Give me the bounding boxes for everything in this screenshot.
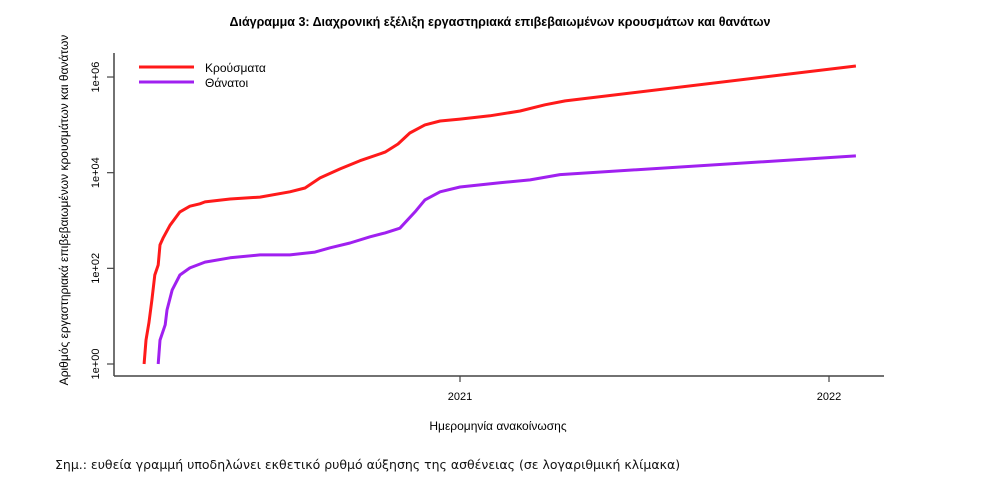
chart-title: Διάγραμμα 3: Διαχρονική εξέλιξη εργαστηρ…: [229, 15, 770, 29]
series-line-cases: [142, 64, 857, 365]
x-tick-label: 2022: [817, 391, 841, 403]
legend: Κρούσματα Θάνατοι: [139, 61, 266, 90]
y-tick-label: 1e+00: [90, 349, 102, 380]
series-line-deaths: [156, 154, 856, 365]
legend-label-deaths: Θάνατοι: [205, 76, 248, 90]
y-axis-label: Αριθμός εργαστηριακά επιβεβαιωμένων κρου…: [57, 35, 71, 386]
y-tick-label: 1e+02: [90, 253, 102, 284]
y-tick-label: 1e+06: [90, 62, 102, 93]
legend-label-cases: Κρούσματα: [205, 61, 266, 75]
y-tick-label: 1e+04: [90, 157, 102, 188]
x-tick-label: 2021: [448, 391, 472, 403]
footnote: Σημ.: ευθεία γραμμή υποδηλώνει εκθετικό …: [55, 457, 681, 472]
x-axis-label: Ημερομηνία ανακοίνωσης: [429, 419, 566, 433]
